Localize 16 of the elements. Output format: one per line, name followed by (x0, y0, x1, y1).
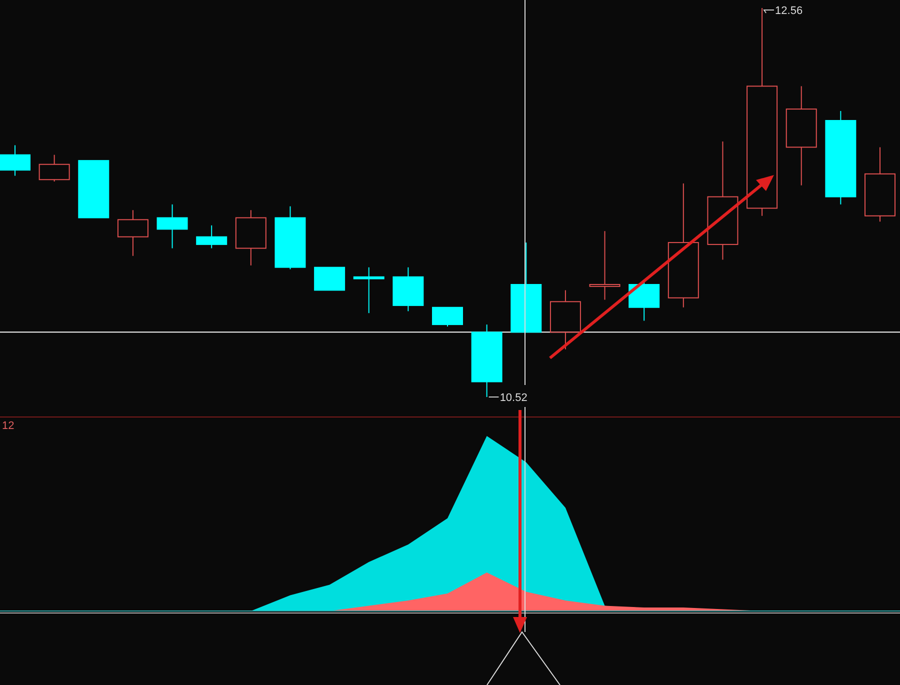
text: 12 (2, 420, 14, 432)
candlestick (117, 210, 148, 256)
candlestick (668, 182, 699, 308)
candlestick (550, 290, 581, 350)
candlestick (707, 140, 738, 260)
candlestick (235, 210, 266, 266)
candlestick (471, 324, 502, 398)
candlestick (156, 204, 188, 249)
candlestick (825, 110, 856, 205)
annotation: 10.52 (500, 392, 528, 404)
candlestick (0, 144, 30, 176)
candlestick (353, 266, 384, 314)
candlestick (589, 230, 620, 300)
candlestick (196, 224, 228, 249)
candlestick (786, 86, 817, 186)
annotation: 12.56 (775, 5, 803, 17)
